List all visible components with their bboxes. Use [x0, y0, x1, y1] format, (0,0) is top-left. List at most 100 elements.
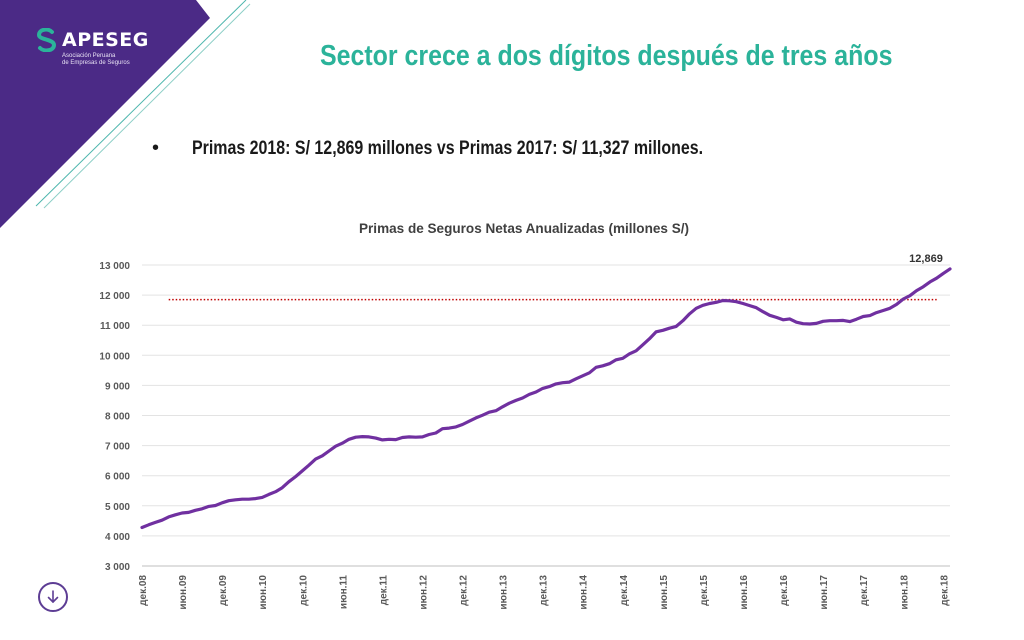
data-point	[154, 521, 157, 524]
y-tick-label: 5 000	[105, 502, 130, 513]
data-point	[414, 436, 417, 439]
data-point	[328, 450, 331, 453]
data-point	[161, 519, 164, 522]
data-point	[728, 299, 731, 302]
data-point	[288, 480, 291, 483]
data-point	[615, 358, 618, 361]
data-point	[828, 319, 831, 322]
data-point	[481, 414, 484, 417]
data-point	[555, 383, 558, 386]
x-tick-label: дек.18	[939, 575, 950, 606]
data-point	[708, 302, 711, 305]
data-point	[882, 309, 885, 312]
data-point	[241, 498, 244, 501]
x-tick-label: дек.12	[459, 575, 470, 606]
data-point	[795, 321, 798, 324]
data-point	[394, 438, 397, 441]
data-point	[702, 304, 705, 307]
data-point	[768, 314, 771, 317]
data-point	[909, 294, 912, 297]
data-point	[167, 516, 170, 519]
x-tick-label: дек.17	[859, 575, 870, 606]
apeseg-s-icon	[36, 28, 57, 52]
data-point	[301, 470, 304, 473]
data-point	[201, 507, 204, 510]
data-point	[742, 302, 745, 305]
data-point	[802, 322, 805, 325]
data-point	[608, 362, 611, 365]
data-point	[581, 374, 584, 377]
data-point	[187, 511, 190, 514]
data-point	[221, 501, 224, 504]
data-point	[314, 458, 317, 461]
data-point	[475, 417, 478, 420]
x-tick-label: дек.13	[539, 575, 550, 606]
x-tick-label: дек.09	[218, 575, 229, 606]
data-point	[368, 436, 371, 439]
data-point	[428, 433, 431, 436]
data-point	[174, 513, 177, 516]
data-point	[374, 437, 377, 440]
data-point	[468, 420, 471, 423]
arrow-down-circle-icon	[47, 590, 59, 603]
x-tick-label: июн.16	[739, 575, 750, 610]
data-point	[214, 504, 217, 507]
teal-accent-line-2	[43, 3, 251, 209]
data-point	[321, 454, 324, 457]
y-axis-ticks: 3 000 4 000 5 000 6 000 7 000 8 000 9 000 10 00…	[99, 261, 130, 573]
data-point	[268, 493, 271, 496]
data-point	[207, 505, 210, 508]
data-point	[227, 499, 230, 502]
data-point	[875, 311, 878, 314]
data-point	[655, 330, 658, 333]
end-value-label: 12,869	[909, 253, 943, 265]
data-point	[695, 307, 698, 310]
data-point	[715, 301, 718, 304]
y-tick-label: 8 000	[105, 412, 130, 423]
data-point	[281, 486, 284, 489]
data-point	[942, 272, 945, 275]
data-point	[641, 343, 644, 346]
data-point	[495, 409, 498, 412]
slide-title: Sector crece a dos dígitos después de tr…	[320, 40, 893, 72]
x-tick-label: июн.18	[899, 575, 910, 610]
data-point	[508, 402, 511, 405]
data-point	[902, 298, 905, 301]
data-point	[775, 316, 778, 319]
data-point	[535, 391, 538, 394]
data-point	[254, 497, 257, 500]
data-point	[895, 303, 898, 306]
data-point	[808, 323, 811, 326]
data-point	[755, 306, 758, 309]
data-point	[441, 427, 444, 430]
data-point	[501, 405, 504, 408]
data-point	[682, 319, 685, 322]
data-point	[388, 438, 391, 441]
series-line-primas	[140, 267, 952, 530]
x-tick-label: июн.13	[499, 575, 510, 610]
scroll-down-button[interactable]	[38, 582, 68, 612]
data-point	[842, 319, 845, 322]
data-point	[515, 399, 518, 402]
x-tick-label: дек.10	[298, 575, 309, 606]
data-point	[308, 464, 311, 467]
data-point	[722, 299, 725, 302]
data-point	[889, 307, 892, 310]
data-point	[541, 387, 544, 390]
data-point	[461, 423, 464, 426]
y-tick-label: 12 000	[99, 291, 130, 302]
x-tick-label: июн.11	[338, 575, 349, 610]
data-point	[835, 319, 838, 322]
data-point	[194, 509, 197, 512]
data-point	[421, 436, 424, 439]
x-tick-label: дек.16	[779, 575, 790, 606]
x-tick-label: июн.14	[579, 575, 590, 610]
data-point	[762, 310, 765, 313]
data-point	[922, 285, 925, 288]
y-tick-label: 3 000	[105, 562, 130, 573]
data-point	[247, 498, 250, 501]
data-point	[675, 325, 678, 328]
x-tick-label: дек.11	[378, 575, 389, 606]
data-point	[568, 381, 571, 384]
data-point	[147, 523, 150, 526]
